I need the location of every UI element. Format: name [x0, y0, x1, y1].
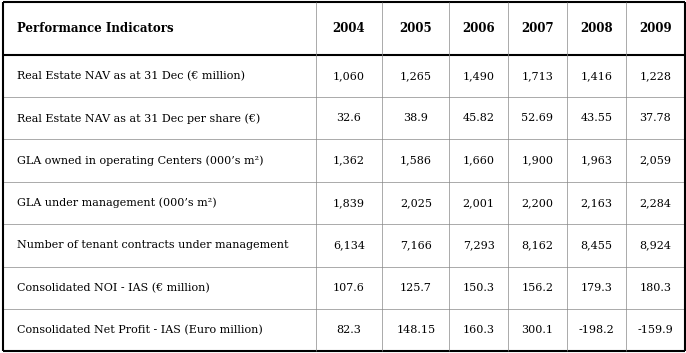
Text: 148.15: 148.15 [397, 325, 436, 335]
Text: 8,162: 8,162 [521, 240, 554, 250]
Text: Real Estate NAV as at 31 Dec per share (€): Real Estate NAV as at 31 Dec per share (… [17, 113, 260, 124]
Text: 1,586: 1,586 [400, 156, 431, 166]
Text: Consolidated NOI - IAS (€ million): Consolidated NOI - IAS (€ million) [17, 282, 210, 293]
Text: 37.78: 37.78 [639, 113, 671, 123]
Text: 43.55: 43.55 [580, 113, 613, 123]
Text: 52.69: 52.69 [521, 113, 554, 123]
Text: -159.9: -159.9 [637, 325, 673, 335]
Text: 2,284: 2,284 [639, 198, 671, 208]
Text: 1,713: 1,713 [521, 71, 554, 81]
Text: Performance Indicators: Performance Indicators [17, 22, 174, 35]
Text: Number of tenant contracts under management: Number of tenant contracts under managem… [17, 240, 289, 250]
Text: 2,001: 2,001 [462, 198, 495, 208]
Text: 32.6: 32.6 [337, 113, 362, 123]
Text: 2,200: 2,200 [521, 198, 554, 208]
Text: 1,228: 1,228 [639, 71, 671, 81]
Text: 2007: 2007 [521, 22, 554, 35]
Text: -198.2: -198.2 [578, 325, 614, 335]
Text: 7,166: 7,166 [400, 240, 431, 250]
Text: 1,900: 1,900 [521, 156, 554, 166]
Text: 2,059: 2,059 [639, 156, 671, 166]
Text: GLA owned in operating Centers (000’s m²): GLA owned in operating Centers (000’s m²… [17, 155, 263, 166]
Text: 1,416: 1,416 [580, 71, 613, 81]
Text: 45.82: 45.82 [462, 113, 495, 123]
Text: 1,490: 1,490 [462, 71, 495, 81]
Text: 82.3: 82.3 [337, 325, 362, 335]
Text: 7,293: 7,293 [462, 240, 495, 250]
Text: 1,362: 1,362 [333, 156, 365, 166]
Text: 1,660: 1,660 [462, 156, 495, 166]
Text: 8,924: 8,924 [639, 240, 671, 250]
Text: 2008: 2008 [580, 22, 613, 35]
Text: 179.3: 179.3 [580, 283, 613, 293]
Text: 107.6: 107.6 [333, 283, 365, 293]
Text: 160.3: 160.3 [462, 325, 495, 335]
Text: 2009: 2009 [639, 22, 672, 35]
Text: 180.3: 180.3 [639, 283, 671, 293]
Text: Real Estate NAV as at 31 Dec (€ million): Real Estate NAV as at 31 Dec (€ million) [17, 71, 245, 81]
Text: 2005: 2005 [399, 22, 432, 35]
Text: 1,265: 1,265 [400, 71, 431, 81]
Text: 300.1: 300.1 [521, 325, 554, 335]
Text: 38.9: 38.9 [403, 113, 428, 123]
Text: 125.7: 125.7 [400, 283, 431, 293]
Text: GLA under management (000’s m²): GLA under management (000’s m²) [17, 198, 217, 208]
Text: 2006: 2006 [462, 22, 495, 35]
Text: Consolidated Net Profit - IAS (Euro million): Consolidated Net Profit - IAS (Euro mill… [17, 325, 263, 335]
Text: 2,025: 2,025 [400, 198, 431, 208]
Text: 1,963: 1,963 [580, 156, 613, 166]
Text: 1,060: 1,060 [333, 71, 365, 81]
Text: 8,455: 8,455 [580, 240, 613, 250]
Text: 150.3: 150.3 [462, 283, 495, 293]
Text: 2004: 2004 [333, 22, 366, 35]
Text: 1,839: 1,839 [333, 198, 365, 208]
Text: 2,163: 2,163 [580, 198, 613, 208]
Text: 6,134: 6,134 [333, 240, 365, 250]
Text: 156.2: 156.2 [521, 283, 554, 293]
